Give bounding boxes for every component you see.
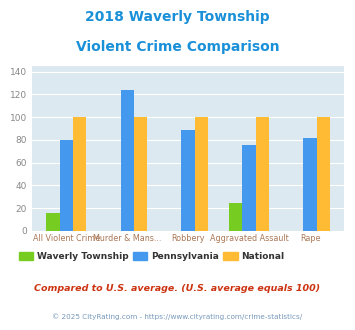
Bar [229, 203, 242, 231]
Text: © 2025 CityRating.com - https://www.cityrating.com/crime-statistics/: © 2025 CityRating.com - https://www.city… [53, 314, 302, 320]
Bar [256, 117, 269, 231]
Bar [46, 213, 60, 231]
Bar [195, 117, 208, 231]
Text: 2018 Waverly Township: 2018 Waverly Township [85, 10, 270, 24]
Text: Violent Crime Comparison: Violent Crime Comparison [76, 40, 279, 53]
Bar [134, 117, 147, 231]
Bar [181, 130, 195, 231]
Bar [120, 90, 134, 231]
Text: Compared to U.S. average. (U.S. average equals 100): Compared to U.S. average. (U.S. average … [34, 284, 321, 293]
Bar [317, 117, 330, 231]
Bar [303, 138, 317, 231]
Legend: Waverly Township, Pennsylvania, National: Waverly Township, Pennsylvania, National [15, 249, 288, 265]
Bar [60, 140, 73, 231]
Bar [242, 145, 256, 231]
Bar [73, 117, 86, 231]
